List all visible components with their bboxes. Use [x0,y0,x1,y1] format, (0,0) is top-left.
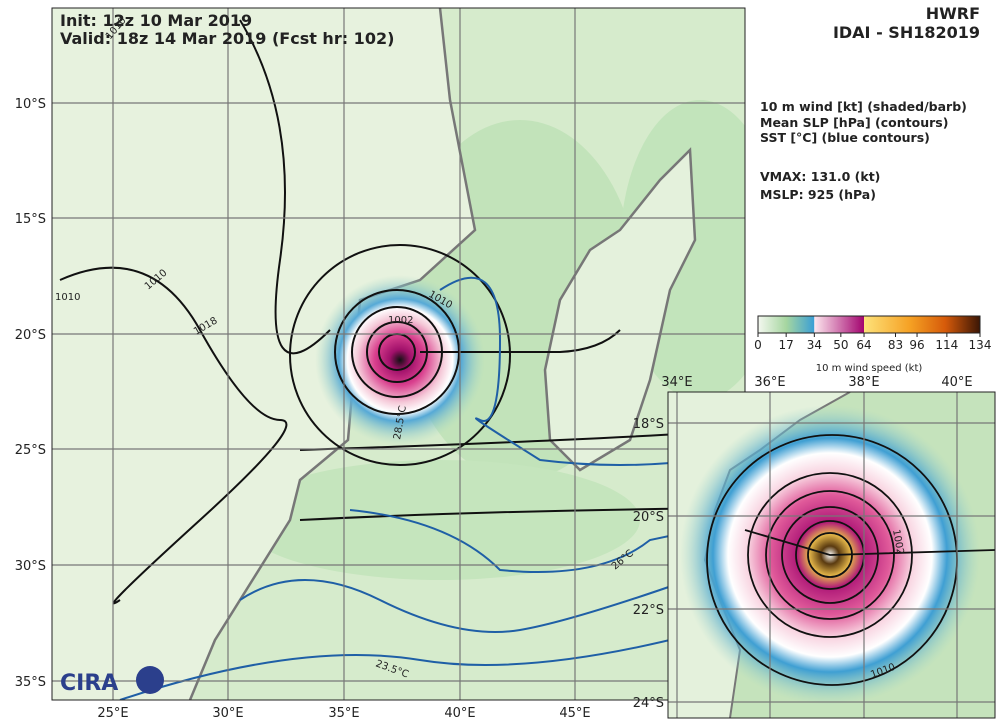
colorbar-tick-label: 64 [856,338,871,352]
contour-label: 1002 [388,315,413,326]
colorbar-tick-label: 114 [935,338,958,352]
lat-label: 10°S [15,97,46,112]
colorbar-tick-label: 17 [779,338,794,352]
colorbar-tick-label: 50 [833,338,848,352]
lon-label: 30°E [212,706,243,721]
main-frame [51,7,746,701]
lon-label: 40°E [444,706,475,721]
cyclone-wind [315,275,485,445]
grid [52,8,745,700]
lat-label: 20°S [15,328,46,343]
storm-id: IDAI - SH182019 [833,23,980,42]
colorbar: 0 17 34 50 64 83 96 114 134 [754,315,992,352]
colorbar-frame [757,315,981,334]
logo: CIRA [60,671,118,696]
vmax: VMAX: 131.0 (kt) [760,169,880,184]
lat-label: 15°S [15,212,46,227]
colorbar-tick-label: 134 [969,338,992,352]
lon-label: 45°E [559,706,590,721]
inset-lat-label: 18°S [633,417,664,432]
colorbar-tick-label: 0 [754,338,762,352]
sst-contours [119,276,745,700]
logo-emblem [136,666,164,694]
lat-label: 30°S [15,559,46,574]
inset-lon-label: 38°E [848,375,879,390]
africa [52,8,475,700]
colorbar-tick-label: 34 [807,338,822,352]
valid-time: Valid: 18z 14 Mar 2019 (Fcst hr: 102) [60,29,394,48]
main-map: 1010 1010 1018 1010 1002 1010 28.5°C 26°… [52,8,745,700]
inset-frame [667,391,996,719]
colorbar-tick-label: 83 [888,338,903,352]
colorbar-label: 10 m wind speed (kt) [816,363,923,374]
colorbar-segment [864,316,980,333]
colorbar-tick-label: 96 [909,338,924,352]
init-time: Init: 12z 10 Mar 2019 [60,11,252,30]
inset-lon-label: 36°E [754,375,785,390]
legend-line: 10 m wind [kt] (shaded/barb) [760,99,967,114]
colorbar-segment [814,316,865,333]
inset-grid [668,392,995,718]
lon-label: 25°E [97,706,128,721]
inset-lat-label: 24°S [633,696,664,711]
mslp: MSLP: 925 (hPa) [760,187,876,202]
model-name: HWRF [926,4,980,23]
inset-map: 1002 1010 [668,392,995,718]
lat-label: 35°S [15,675,46,690]
legend-line: Mean SLP [hPa] (contours) [760,115,948,130]
legend-line: SST [°C] (blue contours) [760,130,930,145]
inset-lon-label: 40°E [941,375,972,390]
colorbar-segment [758,316,815,333]
inset-lat-label: 22°S [633,603,664,618]
inset-contour-label: 1002 [890,529,905,556]
inset-lat-label: 20°S [633,510,664,525]
lat-label: 25°S [15,443,46,458]
inset-lon-label: 34°E [661,375,692,390]
contour-label: 1010 [55,292,80,303]
lon-label: 35°E [328,706,359,721]
